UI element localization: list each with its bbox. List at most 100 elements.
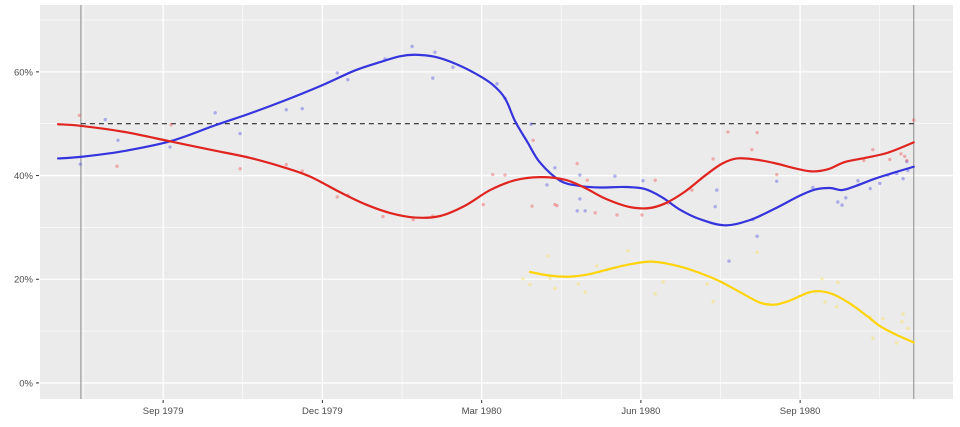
poll-point-red <box>775 172 779 177</box>
poll-point-blue <box>553 166 557 170</box>
poll-point-blue <box>575 209 579 213</box>
poll-point-blue <box>410 44 414 49</box>
poll-point-yellow <box>901 312 905 316</box>
poll-point-blue <box>715 188 719 192</box>
poll-point-red <box>905 158 909 163</box>
poll-point-blue <box>836 200 840 204</box>
poll-point-blue <box>905 159 909 164</box>
poll-point-red <box>169 123 173 127</box>
poll-point-yellow <box>836 280 840 285</box>
poll-point-yellow <box>521 277 525 281</box>
poll-point-yellow <box>906 326 910 331</box>
poll-point-yellow <box>900 320 904 324</box>
poll-point-red <box>888 157 892 162</box>
poll-point-blue <box>238 131 242 136</box>
poll-point-red <box>690 188 694 192</box>
poll-point-blue <box>578 197 582 201</box>
poll-point-red <box>381 214 385 219</box>
poll-point-blue <box>840 203 844 207</box>
poll-point-blue <box>844 196 848 200</box>
poll-point-red <box>531 138 535 143</box>
trend-line-yellow <box>528 260 915 344</box>
y-tick-label: 40% <box>14 171 34 182</box>
poll-point-blue <box>495 82 499 86</box>
poll-point-red <box>755 130 759 135</box>
poll-point-blue <box>431 76 435 80</box>
poll-point-red <box>530 204 534 208</box>
trend-line-blue <box>56 53 915 227</box>
poll-point-red <box>912 118 916 122</box>
poll-point-blue <box>335 71 339 75</box>
poll-point-red <box>640 213 644 217</box>
poll-point-blue <box>755 234 759 238</box>
poll-point-yellow <box>871 336 875 341</box>
poll-point-blue <box>578 173 582 177</box>
poll-point-blue <box>103 117 107 122</box>
poll-point-blue <box>856 179 860 183</box>
poll-point-red <box>555 203 559 208</box>
poll-point-yellow <box>583 290 587 294</box>
poll-point-blue <box>545 183 549 187</box>
poll-point-yellow <box>548 276 552 280</box>
poll-point-yellow <box>835 305 839 309</box>
poll-point-blue <box>433 50 437 54</box>
poll-point-red <box>553 202 557 207</box>
poll-point-yellow <box>711 299 715 304</box>
poll-point-red <box>593 211 597 215</box>
poll-point-yellow <box>546 254 550 258</box>
poll-point-yellow <box>820 277 824 281</box>
poll-point-red <box>615 213 619 217</box>
poll-point-blue <box>451 65 455 69</box>
poll-point-yellow <box>576 282 580 286</box>
poll-point-blue <box>78 162 83 166</box>
poll-point-blue <box>284 108 288 112</box>
poll-point-blue <box>713 204 717 209</box>
poll-point-blue <box>641 179 645 183</box>
poll-point-blue <box>116 138 120 143</box>
poll-point-red <box>899 152 903 156</box>
poll-point-red <box>411 217 415 222</box>
poll-point-blue <box>901 176 905 181</box>
poll-point-red <box>585 178 589 182</box>
poll-point-red <box>335 195 339 199</box>
poll-point-yellow <box>653 292 657 296</box>
poll-point-yellow <box>626 249 630 253</box>
poll-point-red <box>871 147 875 152</box>
poll-point-blue <box>727 259 731 263</box>
poll-point-red <box>750 147 754 152</box>
poll-point-yellow <box>705 282 709 286</box>
poll-point-blue <box>583 209 587 213</box>
poll-point-red <box>503 173 507 177</box>
poll-point-yellow <box>553 286 557 291</box>
poll-point-blue <box>213 111 217 115</box>
poll-point-blue <box>346 77 350 82</box>
poll-point-red <box>77 113 81 118</box>
poll-point-red <box>902 154 907 159</box>
poll-point-red <box>115 164 119 168</box>
poll-point-yellow <box>661 280 665 284</box>
x-tick-label: Jun 1980 <box>621 406 660 417</box>
y-tick-label: 20% <box>14 275 34 286</box>
x-tick-label: Sep 1980 <box>780 406 821 417</box>
poll-point-blue <box>811 185 815 190</box>
poll-point-red <box>726 130 730 134</box>
poll-point-blue <box>300 106 304 111</box>
poll-point-red <box>238 167 242 171</box>
poll-point-yellow <box>755 250 759 254</box>
poll-point-red <box>862 158 866 163</box>
y-tick-label: 60% <box>14 67 34 78</box>
poll-point-blue <box>878 181 882 186</box>
poll-point-blue <box>613 174 617 178</box>
poll-point-red <box>284 162 288 167</box>
trend-line-red <box>56 123 915 219</box>
poll-point-red <box>575 161 579 166</box>
poll-point-yellow <box>881 316 885 321</box>
poll-point-yellow <box>895 341 899 345</box>
y-tick-label: 0% <box>19 378 33 389</box>
poll-point-blue <box>529 122 533 126</box>
poll-point-yellow <box>595 264 599 268</box>
x-tick-label: Mar 1980 <box>462 406 502 417</box>
x-tick-label: Sep 1979 <box>143 406 184 417</box>
